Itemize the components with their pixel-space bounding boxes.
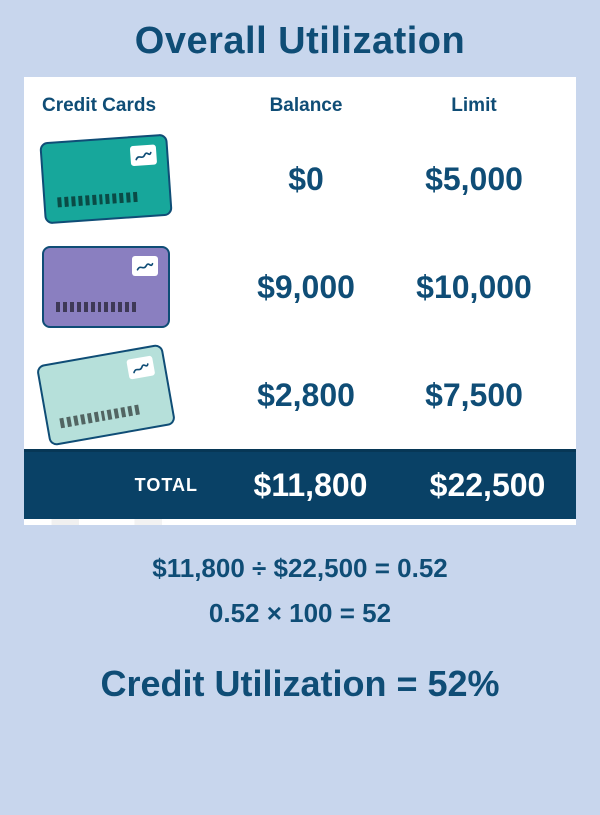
total-limit: $22,500: [399, 467, 576, 504]
col-header-limit: Limit: [390, 95, 558, 125]
total-row: TOTAL $11,800 $22,500: [24, 449, 576, 519]
card-cell: [42, 233, 222, 341]
page: Overall Utilization Credit Cards Balance…: [0, 0, 600, 815]
credit-card-icon: [42, 246, 170, 328]
total-label: TOTAL: [24, 475, 222, 496]
decorative-edge: [24, 519, 576, 525]
limit-value: $7,500: [390, 377, 558, 414]
col-header-balance: Balance: [222, 95, 390, 125]
page-title: Overall Utilization: [24, 20, 576, 63]
credit-card-icon: [39, 134, 172, 225]
balance-value: $2,800: [222, 377, 390, 414]
result-line: Credit Utilization = 52%: [24, 663, 576, 705]
col-header-cards: Credit Cards: [42, 95, 222, 125]
table-row: $0$5,000: [42, 125, 558, 233]
credit-card-icon: [36, 344, 176, 447]
balance-value: $0: [222, 161, 390, 198]
calc-line-2: 0.52 × 100 = 52: [24, 598, 576, 629]
total-balance: $11,800: [222, 467, 399, 504]
limit-value: $5,000: [390, 161, 558, 198]
table-row: $2,800$7,500: [42, 341, 558, 449]
utilization-table: Credit Cards Balance Limit $0$5,000$9,00…: [24, 77, 576, 525]
table-row: $9,000$10,000: [42, 233, 558, 341]
calc-line-1: $11,800 ÷ $22,500 = 0.52: [24, 553, 576, 584]
card-cell: [42, 125, 222, 233]
limit-value: $10,000: [390, 269, 558, 306]
card-cell: [42, 341, 222, 449]
balance-value: $9,000: [222, 269, 390, 306]
